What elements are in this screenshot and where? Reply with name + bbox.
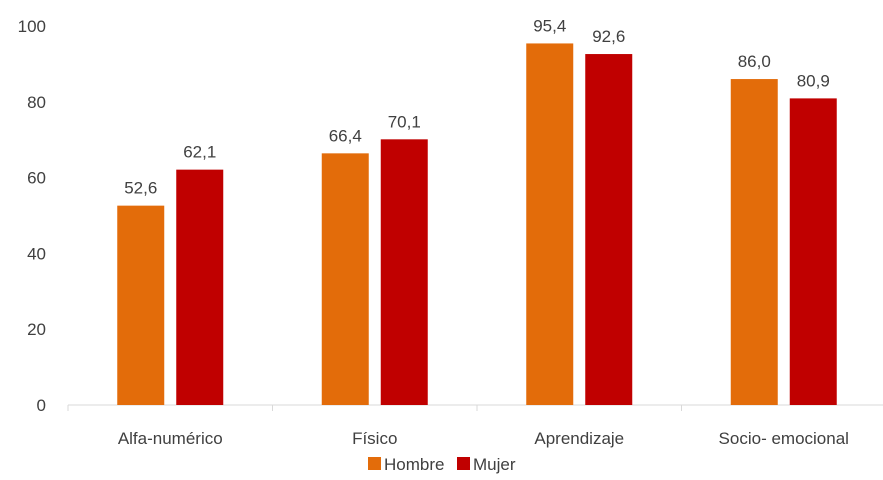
data-label: 92,6 xyxy=(592,27,625,46)
y-tick-label: 100 xyxy=(18,17,46,36)
data-label: 52,6 xyxy=(124,179,157,198)
bar-mujer xyxy=(789,98,837,405)
x-category-label: Físico xyxy=(352,429,397,448)
data-label: 86,0 xyxy=(738,52,771,71)
bar-mujer xyxy=(176,169,224,405)
legend-label: Hombre xyxy=(384,455,444,474)
bar-hombre xyxy=(117,205,165,405)
bar-hombre xyxy=(321,153,369,405)
x-category-label: Aprendizaje xyxy=(534,429,624,448)
data-label: 70,1 xyxy=(388,112,421,131)
bar-mujer xyxy=(380,139,428,406)
data-label: 66,4 xyxy=(329,126,362,145)
data-label: 62,1 xyxy=(183,143,216,162)
y-tick-label: 60 xyxy=(27,169,46,188)
legend-swatch-hombre xyxy=(368,457,381,470)
bar-hombre xyxy=(730,79,778,405)
x-category-label: Socio- emocional xyxy=(719,429,849,448)
bar-mujer xyxy=(585,54,633,406)
bar-hombre xyxy=(526,43,574,406)
y-tick-label: 0 xyxy=(37,396,46,415)
data-label: 80,9 xyxy=(797,71,830,90)
legend-label: Mujer xyxy=(473,455,516,474)
legend-swatch-mujer xyxy=(457,457,470,470)
data-label: 95,4 xyxy=(533,16,566,35)
x-category-label: Alfa-numérico xyxy=(118,429,223,448)
y-tick-label: 20 xyxy=(27,320,46,339)
y-tick-label: 80 xyxy=(27,93,46,112)
y-tick-label: 40 xyxy=(27,244,46,263)
